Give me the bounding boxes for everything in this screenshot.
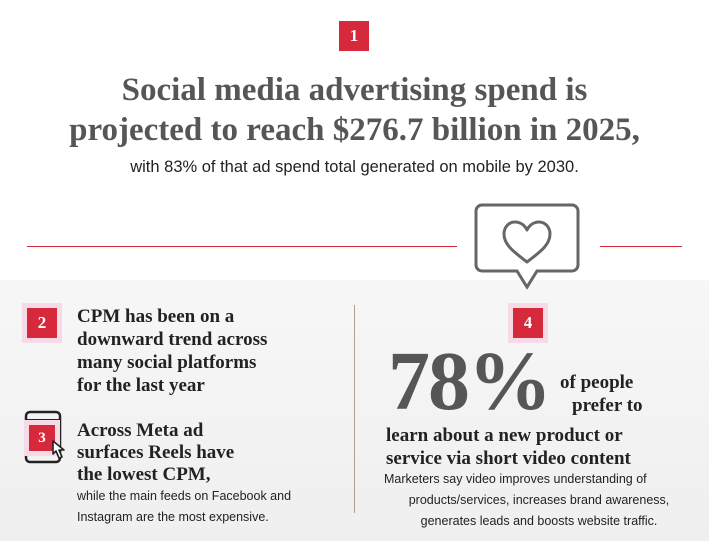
headline-line-1: Social media advertising spend is [121,72,588,108]
video-pref-line-1: learn about a new product or [386,425,623,446]
step-badge-1: 1 [339,21,369,51]
stat-suffix-line-1: of people [560,372,634,393]
cursor-hand-icon [52,440,65,459]
phone-cursor-icon: 3 [14,409,70,465]
cpm-trend-text: CPM has been on a downward trend across … [77,305,267,397]
headline-subline: with 83% of that ad spend total generate… [130,158,579,176]
step-badge-4: 4 [513,308,543,338]
reels-line-3: the lowest CPM, [77,464,211,485]
stat-suffix: of people prefer to [560,371,643,417]
column-divider [354,305,355,513]
reels-detail: while the main feeds on Facebook and Ins… [77,486,291,528]
reels-detail-line-2: Instagram are the most expensive. [77,510,269,524]
divider-right [600,246,682,247]
phone-outline-icon [24,410,62,464]
step-badge-2: 2 [27,308,57,338]
video-detail: Marketers say video improves understandi… [384,469,694,532]
video-detail-line-1: Marketers say video improves understandi… [384,472,647,486]
video-detail-line-3: generates leads and boosts website traff… [420,514,658,528]
video-detail-line-2: products/services, increases brand aware… [408,493,670,507]
reels-line-1: Across Meta ad [77,420,204,441]
headline-line-2: projected to reach $276.7 billion in 202… [69,112,640,148]
divider-left [27,246,457,247]
cpm-trend-line-1: CPM has been on a [77,306,235,327]
reels-line-2: surfaces Reels have [77,442,235,463]
stat-suffix-line-2: prefer to [572,395,643,416]
cpm-trend-line-4: for the last year [77,375,205,396]
video-preference-text: learn about a new product or service via… [386,424,631,470]
cpm-trend-line-3: many social platforms [77,352,257,373]
heart-speech-bubble-icon [474,203,580,290]
video-pref-line-2: service via short video content [386,448,631,469]
step-badge-3: 3 [29,425,55,451]
cpm-trend-line-2: downward trend across [77,329,268,350]
stat-78-percent: 78% [388,335,552,428]
reels-cpm-text: Across Meta ad surfaces Reels have the l… [77,420,234,486]
reels-detail-line-1: while the main feeds on Facebook and [77,489,292,503]
